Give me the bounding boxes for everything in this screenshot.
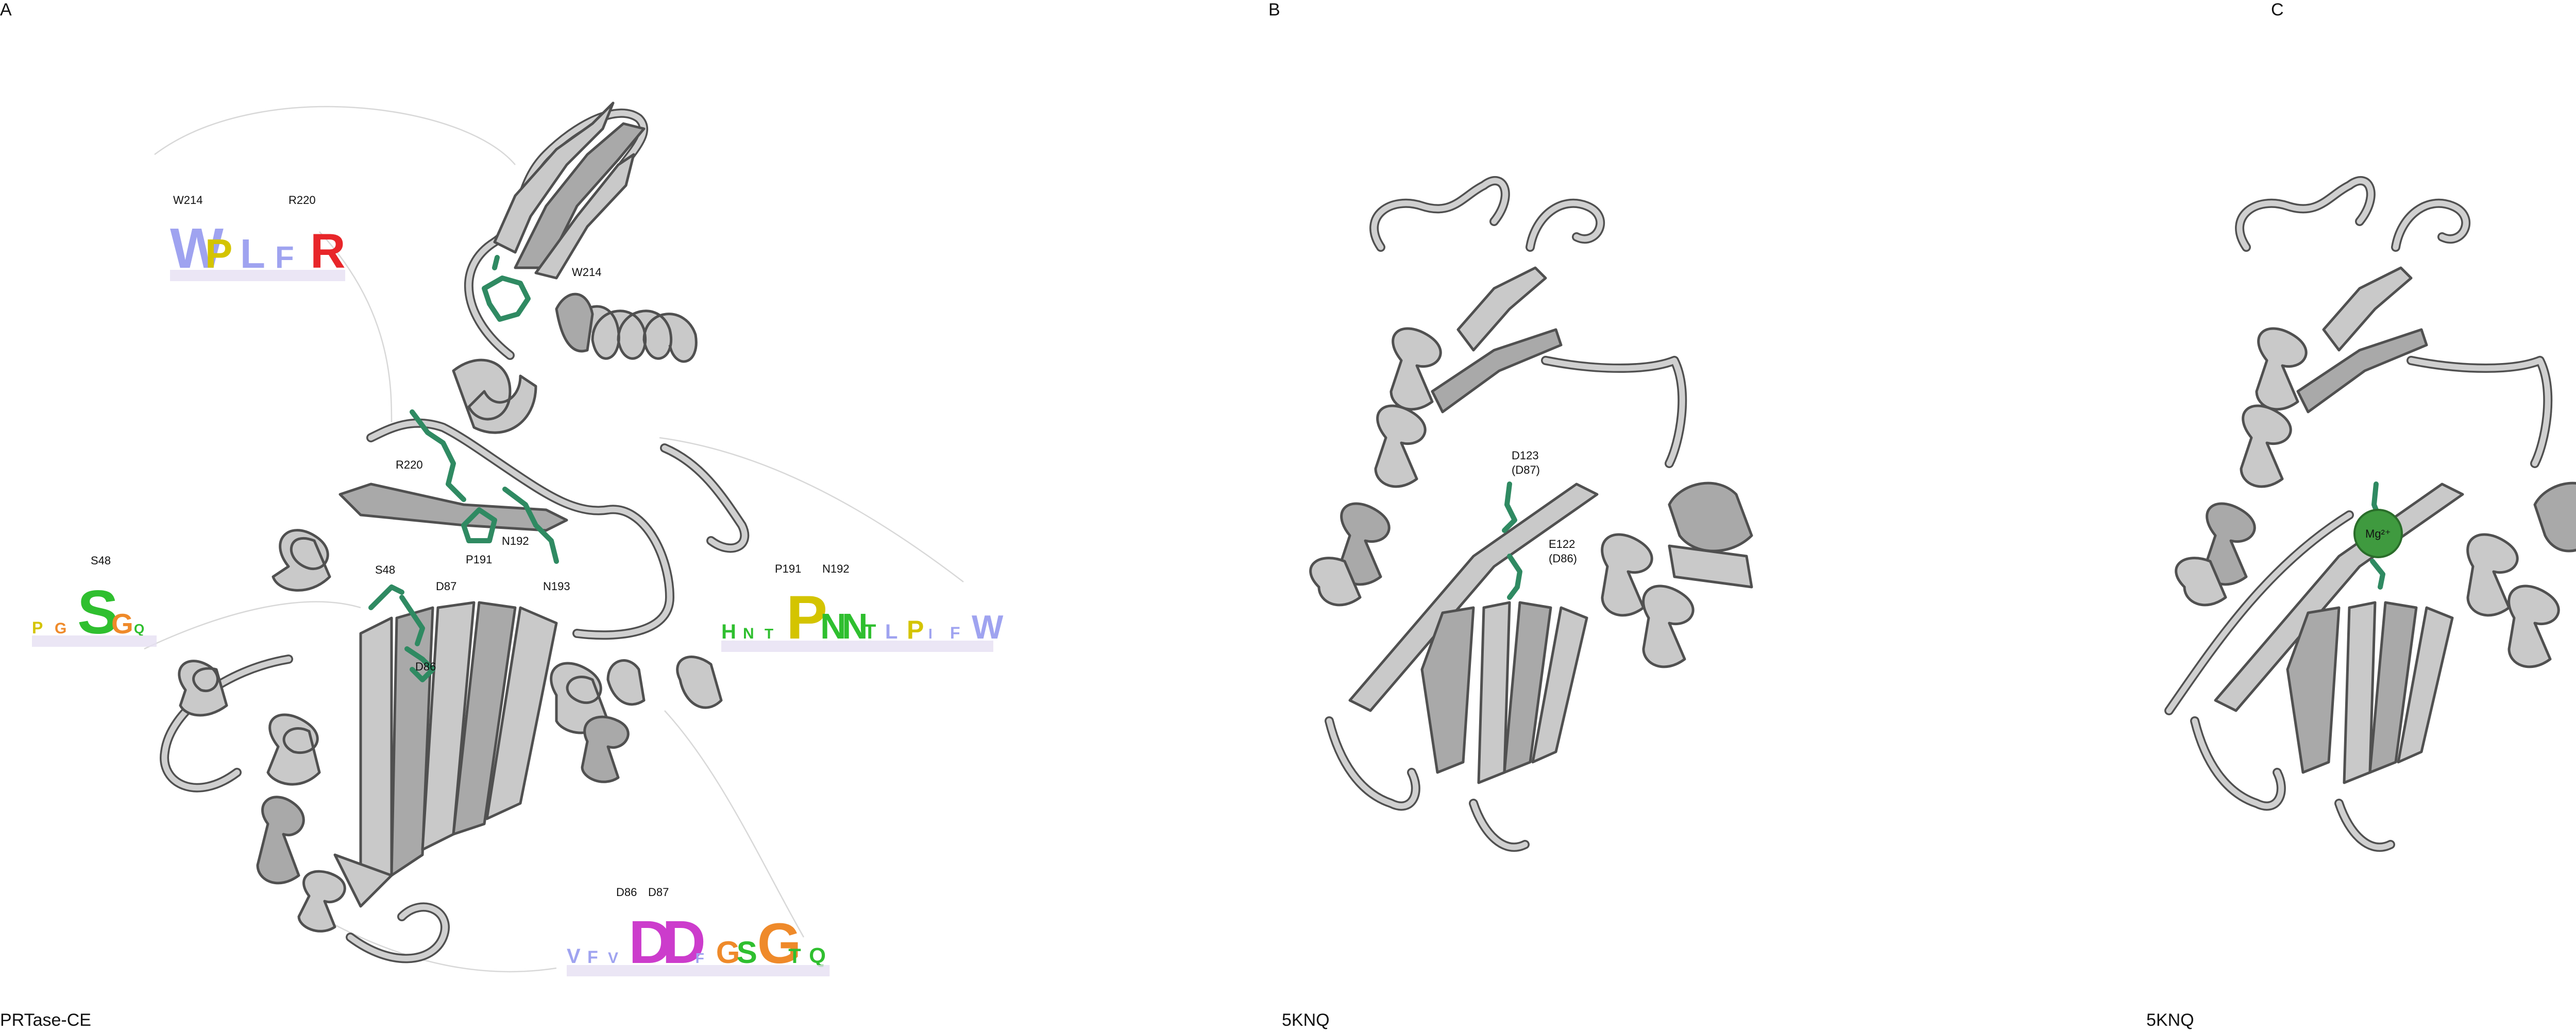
logo-letter: Q (134, 621, 144, 636)
logo-letter: W (972, 608, 1004, 646)
logo-letter: F (587, 948, 598, 967)
logo-letter: L (885, 621, 897, 643)
logo-letter: S (737, 935, 757, 970)
leader-line (659, 437, 964, 582)
residue-sticks-d87 (399, 595, 425, 646)
logo-letter: T (765, 626, 773, 642)
panel-letter-a: A (0, 0, 12, 20)
logo-header: D87 (648, 886, 669, 899)
logo-d86-d87: D86 D87 V F V DDF GS GT Q (567, 886, 830, 976)
residue-sticks-s48 (368, 584, 404, 610)
leader-line (319, 916, 557, 973)
panel-a-label: PRTase-CE (0, 1010, 91, 1030)
logo-letter: P (32, 618, 43, 637)
leader-line (154, 106, 516, 165)
leader-line (664, 710, 805, 938)
logo-letter: G (55, 620, 66, 637)
logo-letter: N (743, 625, 754, 642)
residue-label-n193: N193 (543, 580, 570, 593)
residue-label-n192: N192 (502, 535, 529, 547)
logo-letter: P (907, 615, 924, 644)
logo-letter: F (696, 950, 704, 966)
logo-letter: N (842, 606, 868, 646)
residue-label-d86: D86 (415, 660, 436, 673)
leader-line (144, 601, 361, 650)
panel-a-structure: W214 R220 N192 P191 N193 S48 D87 D86 (144, 101, 964, 973)
logo-minor-letters (170, 270, 345, 281)
residue-sticks-e122 (2370, 559, 2385, 590)
residue-label-r220: R220 (396, 458, 423, 471)
logo-letter: L (240, 231, 265, 277)
residue-label-d87: D87 (436, 580, 456, 593)
residue-sticks-p191 (461, 507, 497, 543)
logo-letter: G (111, 608, 133, 640)
residue-label-s48: S48 (375, 563, 395, 576)
logo-minor-letters (567, 965, 830, 976)
logo-letter: W (170, 217, 224, 280)
logo-w214-r220: W214 R220 WP L F R (170, 194, 346, 281)
logo-s48: S48 P G SG Q (32, 554, 157, 647)
logo-letter: H (721, 621, 736, 643)
logo-letter: P (205, 231, 232, 277)
logo-header: W214 (173, 194, 202, 206)
residue-sticks-d123 (1502, 481, 1517, 533)
magnesium-ion (2353, 509, 2403, 558)
residue-label-e122: E122 (1549, 538, 1575, 550)
logo-letter: P (786, 583, 827, 652)
residue-sticks-e122 (1507, 554, 1522, 600)
residue-label-d87-paren: (D87) (1512, 463, 1540, 476)
logo-letter: F (275, 240, 294, 274)
residue-label-w214: W214 (572, 266, 601, 279)
panel-c-structure: Mg²⁺ (2164, 176, 2576, 852)
logo-header: P191 (775, 562, 801, 575)
logo-minor-letters (721, 641, 993, 652)
logo-letter: I (928, 626, 933, 642)
residue-label-d86-paren: (D86) (1549, 552, 1577, 565)
logo-header: N192 (822, 562, 850, 575)
logo-header: D86 (616, 886, 637, 899)
panel-letter-c: C (2271, 0, 2284, 20)
logo-letter: V (567, 945, 581, 968)
panel-b-label: 5KNQ (1282, 1010, 1330, 1030)
panel-b-structure: D123 (D87) E122 (D86) (1309, 176, 1753, 852)
logo-letter: N (820, 606, 846, 646)
residue-label-d123: D123 (1512, 449, 1539, 462)
logo-letter: Q (809, 943, 826, 968)
magnesium-ion-label: Mg²⁺ (2365, 527, 2391, 540)
leader-line (319, 231, 393, 423)
logo-letter: F (950, 624, 960, 642)
panel-letter-b: B (1268, 0, 1280, 20)
residue-sticks-d86 (404, 646, 435, 682)
logo-letter: S (77, 578, 118, 647)
logo-header: R220 (289, 194, 316, 206)
logo-header: S48 (91, 554, 111, 567)
panel-c-label: 5KNQ (2146, 1010, 2194, 1030)
logo-letter: V (608, 950, 618, 967)
logo-minor-letters (32, 635, 157, 647)
logo-letter: T (863, 621, 876, 643)
residue-sticks-r220 (410, 409, 466, 502)
residue-label-p191: P191 (466, 553, 492, 566)
logo-letter: R (310, 224, 346, 279)
residue-sticks-w214 (482, 255, 531, 322)
residue-sticks-n192 (502, 487, 559, 564)
logo-letter: G (716, 935, 740, 970)
logo-letter: T (788, 945, 801, 968)
logo-letter: G (757, 912, 802, 975)
